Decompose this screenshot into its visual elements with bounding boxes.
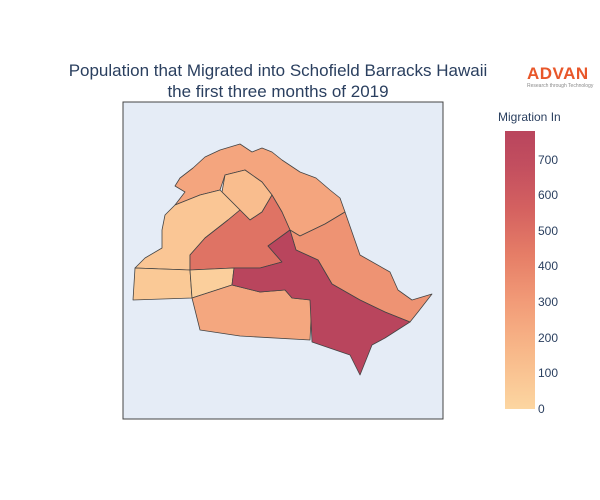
colorbar-gradient	[505, 131, 535, 409]
map-title-line-2: the first three months of 2019	[167, 82, 389, 101]
colorbar-tick-label: 100	[538, 366, 559, 381]
map-title-line-1: Population that Migrated into Schofield …	[68, 61, 488, 80]
map-region-west-lower[interactable]	[132, 267, 193, 301]
colorbar-tick-label: 200	[538, 330, 559, 345]
regions-layer	[132, 143, 433, 376]
colorbar-tick-label: 0	[538, 402, 545, 416]
colorbar-tick-label: 600	[538, 188, 559, 203]
colorbar-tick-label: 300	[538, 295, 559, 310]
map-region-southeast[interactable]	[231, 229, 411, 376]
colorbar-tick-label: 700	[538, 152, 559, 167]
logo-tagline: Research through Technology	[527, 83, 594, 89]
logo-wordmark: ADVAN	[527, 64, 589, 83]
colorbar-title: Migration In	[498, 110, 561, 124]
advan-logo: ADVAN Research through Technology	[527, 65, 597, 97]
colorbar-tick-label: 500	[538, 223, 559, 238]
colorbar-tick-label: 400	[538, 259, 559, 274]
